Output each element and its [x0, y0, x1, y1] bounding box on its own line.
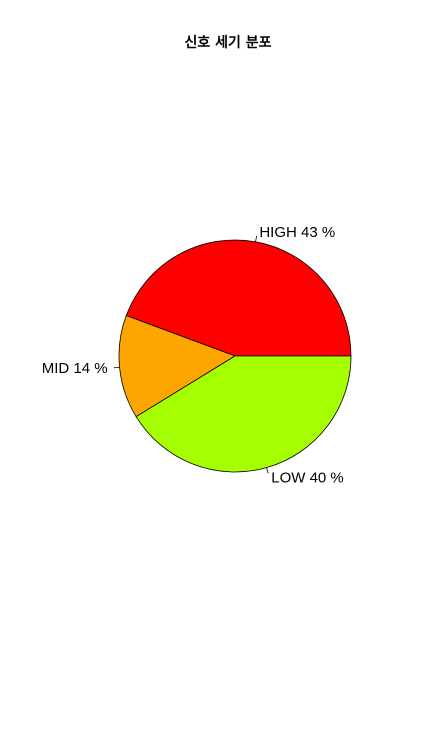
chart-title: 신호 세기 분포: [184, 35, 271, 51]
pie-slices: [119, 240, 351, 472]
slice-label-high: HIGH 43 %: [259, 224, 335, 241]
slice-label-mid: MID 14 %: [42, 360, 108, 377]
label-tick-low: [267, 468, 269, 474]
label-tick-high: [256, 236, 257, 242]
slice-label-low: LOW 40 %: [271, 469, 344, 486]
label-tick-mid: [114, 367, 120, 368]
